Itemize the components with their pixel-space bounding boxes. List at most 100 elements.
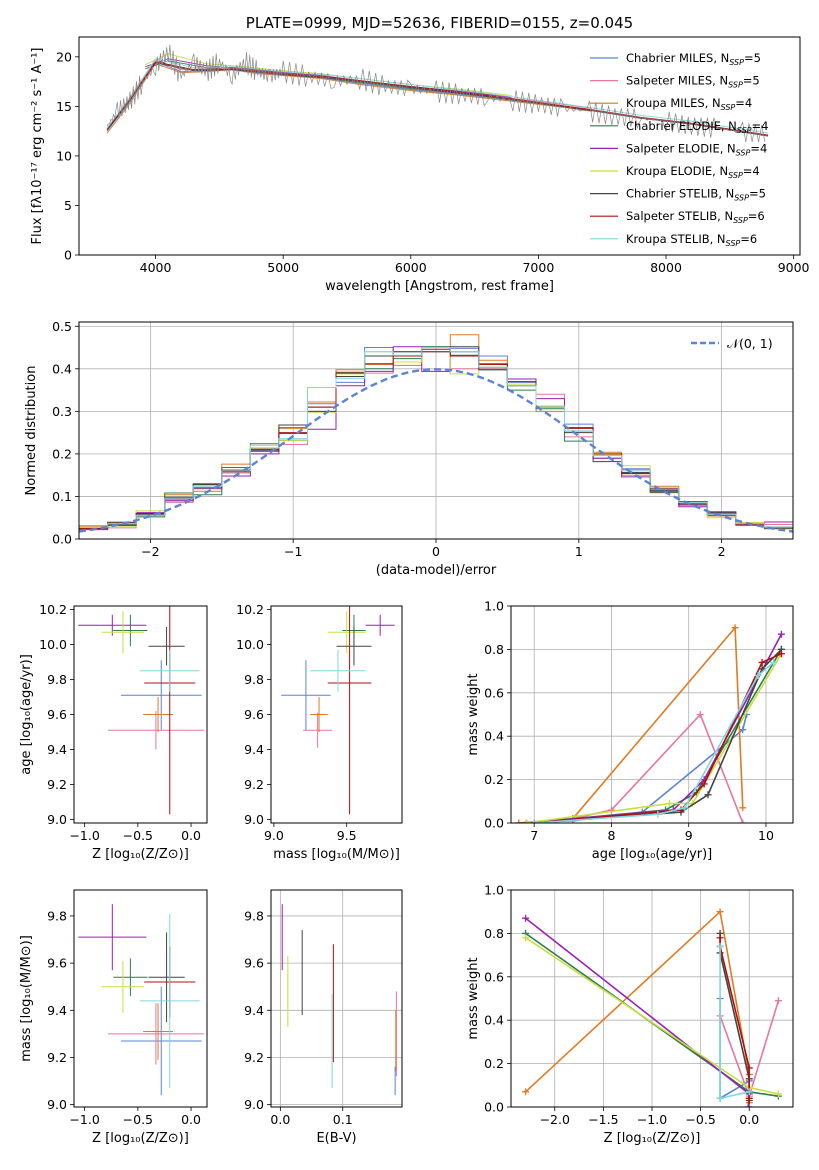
x-axis-label: (data-model)/error [376,563,497,578]
plot-area-weight_vs_Z [522,908,782,1107]
y-tick-label: 1.0 [484,883,504,898]
x-tick-label: 9000 [778,260,810,275]
plus-marker [745,1088,753,1096]
y-tick-label: 20 [56,49,72,64]
error-point [143,1003,173,1060]
y-axis-label: Normed distribution [24,366,39,496]
x-axis-label: Z [log₁₀(Z/Z⊙)] [604,1131,701,1146]
y-tick-label: 9.2 [244,777,264,792]
x-tick-label: 4000 [140,260,172,275]
y-tick-label: 0.1 [52,489,72,504]
plus-marker [654,810,662,818]
y-tick-label: 0.8 [484,642,504,657]
error-point [281,660,331,731]
y-tick-label: 0.4 [52,361,72,376]
weight-line [525,910,750,1103]
y-tick-label: 9.2 [47,777,67,792]
error-point [143,697,173,732]
y-tick-label: 9.0 [47,1097,67,1112]
y-tick-label: 9.8 [244,672,264,687]
plus-marker [522,819,530,823]
plot-area-mass_vs_Z [78,904,204,1096]
x-axis-label: age [log₁₀(age/yr)] [592,847,713,862]
plus-marker [744,1103,752,1107]
plus-marker [739,819,747,823]
plus-marker [681,804,689,812]
x-tick-label: 0.0 [270,1112,290,1127]
axes-frame [78,36,801,256]
x-tick-label: −1.0 [69,1112,99,1127]
y-tick-label: 0.2 [484,772,504,787]
x-tick-label: −0.5 [123,1112,153,1127]
plus-marker [607,806,615,814]
error-point [139,649,200,692]
axes-frame [270,605,403,824]
spectrum-line [106,62,769,137]
plus-marker [700,780,708,788]
y-tick-label: 9.0 [244,1097,264,1112]
legend-entry: Kroupa MILES, NSSP=4 [626,96,752,112]
x-tick-label: 9.0 [264,828,284,843]
error-point [148,932,185,1023]
x-tick-label: −1 [284,544,302,559]
panel-mass_vs_Z: −1.0 −0.5 0.0 9.0 9.2 9.4 9.6 9.8 Z [log₁₀(Z/Z⊙)… [19,889,208,1146]
x-tick-label: 7000 [522,260,554,275]
y-tick-label: 9.6 [244,956,264,971]
y-tick-label: 9.4 [244,742,264,757]
y-tick-label: 0 [64,248,72,263]
y-tick-label: 0.6 [484,969,504,984]
plus-marker [704,791,712,799]
plus-marker [774,1090,782,1098]
panel-residuals: −2 −1 0 1 2 0.0 0.1 0.2 0.3 0.4 0.5 (data-model)/er… [24,319,794,578]
plus-marker [716,942,724,950]
error-point [327,611,366,654]
plot-area-age_vs_mass [281,606,395,815]
weight-line [534,652,782,823]
plot-area-mass_vs_EBV [281,904,397,1096]
y-axis-label: age [log₁₀(age/yr)] [19,654,34,775]
error-point [108,711,204,750]
x-tick-label: 0.0 [181,1112,201,1127]
y-tick-label: 9.2 [47,1050,67,1065]
panel-mass_vs_EBV: 0.0 0.1 9.0 9.2 9.4 9.6 9.8 E(B-V) [244,889,403,1146]
y-tick-label: 0.0 [52,532,72,547]
legend-entry: Chabrier MILES, NSSP=5 [626,51,761,67]
y-axis-label: mass weight [466,673,481,755]
y-tick-label: 9.8 [47,672,67,687]
plus-marker [515,819,523,823]
error-point [108,1003,204,1065]
y-tick-label: 10.0 [39,637,67,652]
legend-entry: Salpeter MILES, NSSP=5 [626,74,760,90]
x-tick-label: 7 [530,828,538,843]
error-point [365,614,395,636]
error-point [113,614,148,647]
x-tick-label: 5000 [267,260,299,275]
y-tick-label: 9.8 [47,908,67,923]
error-point [101,960,145,1013]
error-point [101,611,145,654]
plot-area-residuals [79,334,793,539]
spectrum-line [106,61,769,136]
x-tick-label: −1.5 [588,1112,618,1127]
chart-title: PLATE=0999, MJD=52636, FIBERID=0155, z=0… [246,14,633,32]
normal-curve [79,368,793,533]
panel-age_vs_Z: −1.0 −0.5 0.0 9.0 9.2 9.4 9.6 9.8 10.0 10.2 Z [log… [19,602,208,862]
x-tick-label: 0.0 [739,1112,759,1127]
x-tick-label: −0.5 [123,828,153,843]
axes-frame [270,889,403,1108]
y-tick-label: 0.2 [484,1056,504,1071]
x-axis-label: E(B-V) [316,1131,356,1146]
legend-entry: Kroupa ELODIE, NSSP=4 [626,164,760,180]
x-tick-label: 0.0 [181,828,201,843]
plus-marker [777,630,785,638]
spectrum-line [106,44,766,143]
y-tick-label: 1.0 [484,599,504,614]
plus-marker [758,658,766,666]
spectrum-line [106,63,593,134]
plot-area-weight_vs_age [515,624,785,823]
x-axis-label: Z [log₁₀(Z/Z⊙)] [92,1131,189,1146]
axes-frame [73,605,208,824]
y-tick-label: 9.0 [47,812,67,827]
y-tick-label: 0.3 [52,404,72,419]
x-tick-label: −0.5 [685,1112,715,1127]
